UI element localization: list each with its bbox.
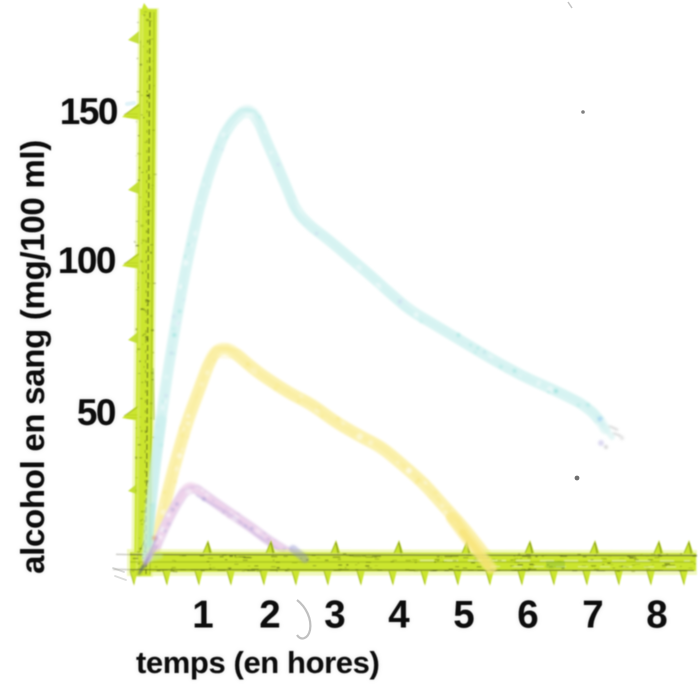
svg-text:150: 150 — [60, 91, 118, 132]
svg-text:50: 50 — [77, 392, 116, 433]
svg-text:1: 1 — [192, 594, 213, 637]
svg-text:1: 1 — [192, 594, 213, 637]
svg-text:150: 150 — [60, 91, 118, 132]
svg-text:3: 3 — [324, 594, 345, 637]
svg-text:2: 2 — [259, 594, 280, 637]
svg-text:temps (en hores): temps (en hores) — [136, 645, 379, 680]
svg-text:8: 8 — [646, 594, 667, 637]
svg-text:6: 6 — [517, 594, 538, 637]
svg-text:alcohol en sang (mg/100 ml): alcohol en sang (mg/100 ml) — [14, 140, 51, 574]
svg-text:50: 50 — [77, 392, 116, 433]
svg-text:2: 2 — [259, 594, 280, 637]
svg-text:alcohol en sang (mg/100 ml): alcohol en sang (mg/100 ml) — [14, 140, 51, 574]
svg-text:100: 100 — [58, 240, 116, 281]
svg-text:7: 7 — [582, 594, 603, 637]
svg-text:6: 6 — [517, 594, 538, 637]
svg-text:7: 7 — [582, 594, 603, 637]
svg-text:8: 8 — [646, 594, 667, 637]
svg-text:5: 5 — [453, 594, 474, 637]
svg-text:4: 4 — [388, 594, 410, 637]
svg-text:100: 100 — [58, 240, 116, 281]
svg-text:3: 3 — [324, 594, 345, 637]
svg-text:4: 4 — [388, 594, 410, 637]
svg-text:5: 5 — [453, 594, 474, 637]
svg-text:temps (en hores): temps (en hores) — [136, 645, 379, 680]
